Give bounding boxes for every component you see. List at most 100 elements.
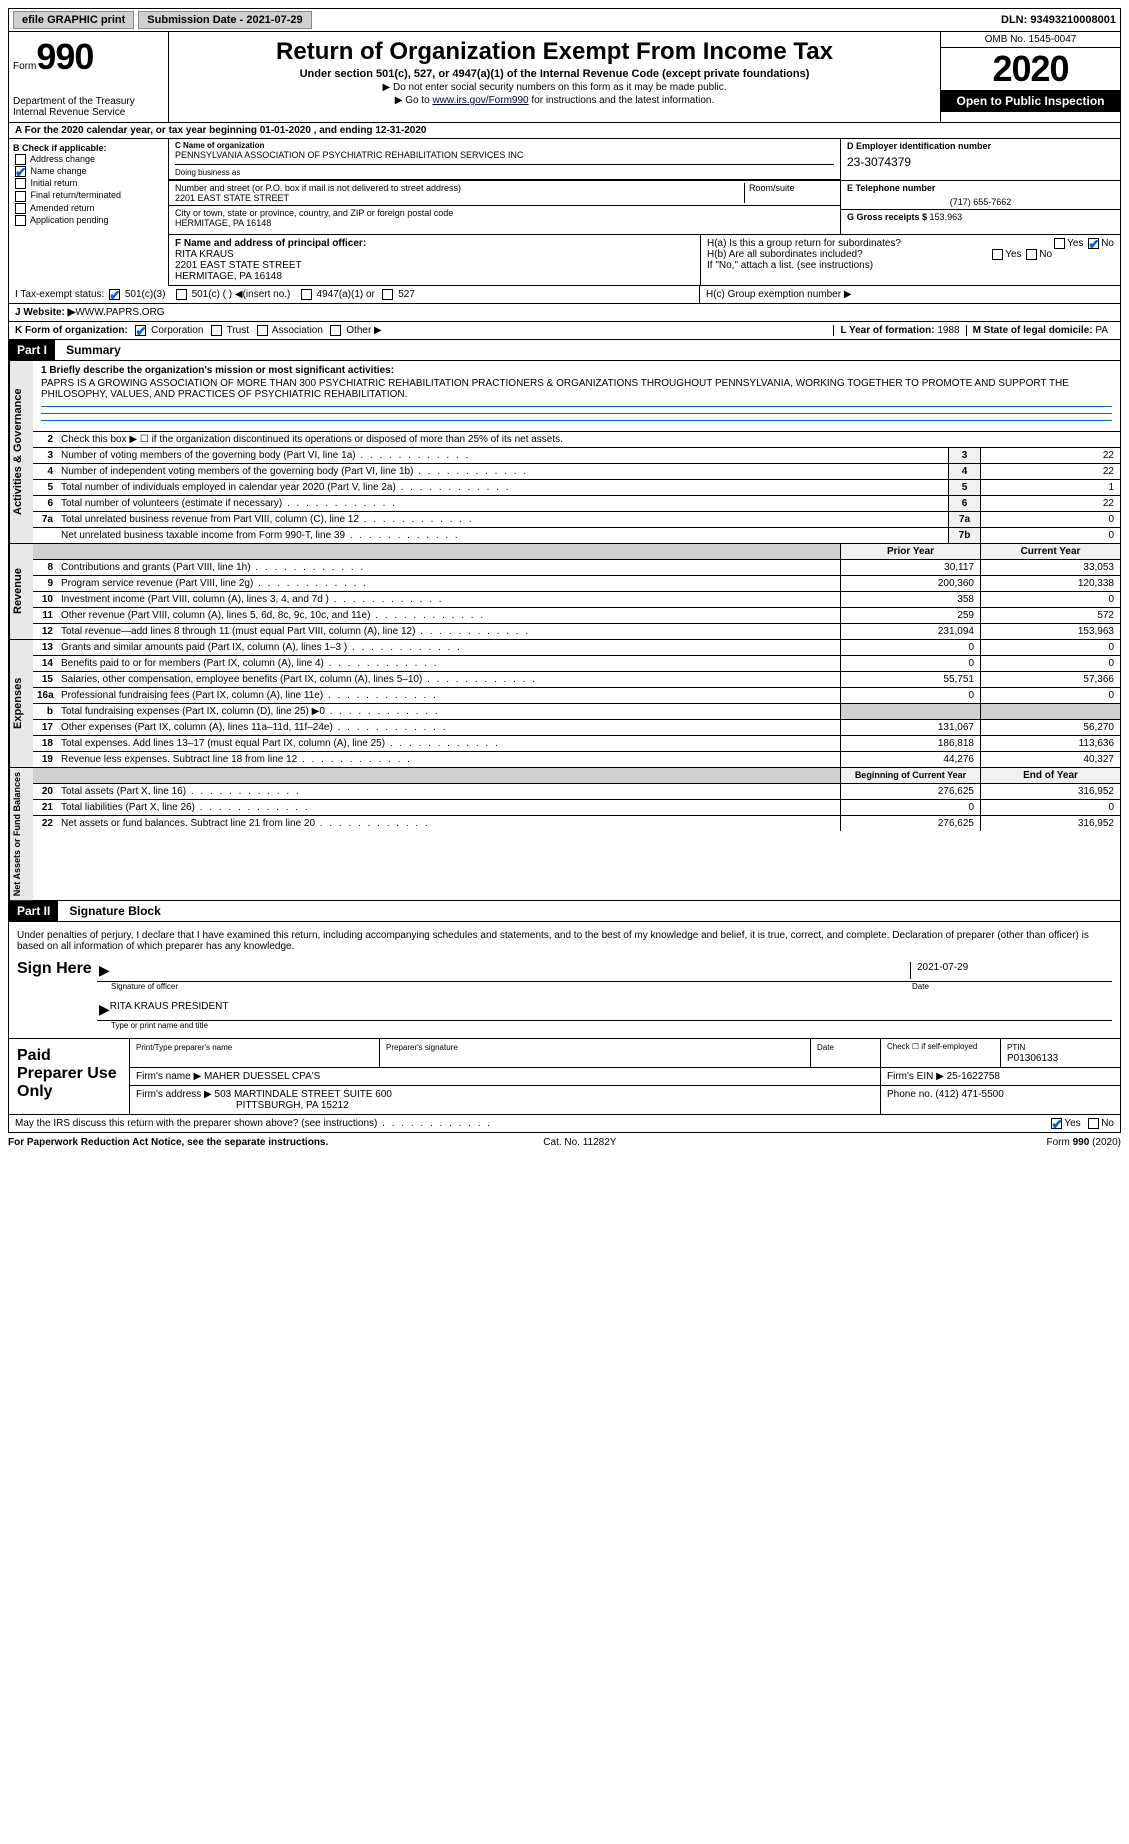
checkbox-option[interactable]: Application pending [13,215,164,226]
hb-no-checkbox[interactable] [1026,249,1037,260]
current-value: 56,270 [980,720,1120,735]
city-label: City or town, state or province, country… [175,208,834,218]
current-value: 572 [980,608,1120,623]
officer-name: RITA KRAUS [175,249,234,260]
prior-value: 259 [840,608,980,623]
prior-value: 30,117 [840,560,980,575]
ein: 23-3074379 [847,155,1114,169]
current-value: 57,366 [980,672,1120,687]
checkbox-option[interactable]: Final return/terminated [13,190,164,201]
line-text: Investment income (Part VIII, column (A)… [57,592,840,607]
prior-value: 0 [840,656,980,671]
current-value: 40,327 [980,752,1120,767]
arrow-icon: ▶ [99,962,110,979]
ha-yes-checkbox[interactable] [1054,238,1065,249]
501c3-checkbox[interactable] [109,289,120,300]
firm-addr2: PITTSBURGH, PA 15212 [136,1100,349,1111]
section-d-label: D Employer identification number [847,141,991,151]
line-value: 22 [980,464,1120,479]
501c-checkbox[interactable] [176,289,187,300]
irs-link[interactable]: www.irs.gov/Form990 [432,95,528,106]
discuss-no-checkbox[interactable] [1088,1118,1099,1129]
checkbox-option[interactable]: Address change [13,154,164,165]
telephone: (717) 655-7662 [847,197,1114,207]
line-text: Net assets or fund balances. Subtract li… [57,816,840,831]
assoc-checkbox[interactable] [257,325,268,336]
prior-value: 231,094 [840,624,980,639]
prior-value: 55,751 [840,672,980,687]
current-value: 120,338 [980,576,1120,591]
identity-section: B Check if applicable: Address change Na… [8,139,1121,286]
form-number: 990 [36,36,93,77]
hb-yes-checkbox[interactable] [992,249,1003,260]
4947-checkbox[interactable] [301,289,312,300]
addr-label: Number and street (or P.O. box if mail i… [175,183,744,193]
line-text: Grants and similar amounts paid (Part IX… [57,640,840,655]
ptin: P01306133 [1007,1053,1058,1064]
paid-preparer-label: Paid Preparer Use Only [9,1039,129,1114]
ha-no-checkbox[interactable] [1088,238,1099,249]
form-label: Form [13,61,36,72]
firm-name: MAHER DUESSEL CPA'S [204,1071,320,1082]
dln: DLN: 93493210008001 [1001,14,1116,26]
corp-checkbox[interactable] [135,325,146,336]
hb-note: If "No," attach a list. (see instruction… [707,260,1114,271]
checkbox-option[interactable]: Initial return [13,178,164,189]
line-text: Total number of volunteers (estimate if … [57,496,948,511]
prior-value: 0 [840,800,980,815]
line-text: Total fundraising expenses (Part IX, col… [57,704,840,719]
prior-value: 0 [840,640,980,655]
gross-receipts: 153,963 [930,212,963,222]
form-footer: Form 990 (2020) [1047,1137,1121,1148]
line-text: Total number of individuals employed in … [57,480,948,495]
current-value: 33,053 [980,560,1120,575]
line-text: Professional fundraising fees (Part IX, … [57,688,840,703]
firm-phone: (412) 471-5500 [935,1089,1003,1100]
city-state-zip: HERMITAGE, PA 16148 [175,218,834,228]
part1-header: Part I [9,340,55,360]
current-value: 113,636 [980,736,1120,751]
current-value [980,704,1120,719]
line-text: Number of independent voting members of … [57,464,948,479]
omb-number: OMB No. 1545-0047 [941,32,1120,48]
discuss-yes-checkbox[interactable] [1051,1118,1062,1129]
submission-label: Submission Date - [147,14,246,26]
checkbox-option[interactable]: Name change [13,166,164,177]
tax-year: 2020 [941,48,1120,90]
form-title: Return of Organization Exempt From Incom… [175,38,934,66]
efile-button[interactable]: efile GRAPHIC print [13,11,134,29]
line-text: Total assets (Part X, line 16) [57,784,840,799]
line-text: Number of voting members of the governin… [57,448,948,463]
prior-year-header: Prior Year [840,544,980,560]
penalty-text: Under penalties of perjury, I declare th… [17,930,1112,952]
section-e-label: E Telephone number [847,183,935,193]
trust-checkbox[interactable] [211,325,222,336]
prior-value: 358 [840,592,980,607]
firm-ein: 25-1622758 [947,1071,1000,1082]
cat-no: Cat. No. 11282Y [543,1137,616,1148]
527-checkbox[interactable] [382,289,393,300]
part1-title: Summary [58,343,121,357]
prior-value: 131,067 [840,720,980,735]
end-year-header: End of Year [980,768,1120,784]
part2-title: Signature Block [61,904,160,918]
line-text: Salaries, other compensation, employee b… [57,672,840,687]
other-checkbox[interactable] [330,325,341,336]
side-governance: Activities & Governance [9,361,33,543]
row-k-label: K Form of organization: [15,325,128,336]
goto-note: ▶ Go to www.irs.gov/Form990 for instruct… [175,95,934,106]
current-value: 0 [980,592,1120,607]
side-revenue: Revenue [9,544,33,639]
line-text: Benefits paid to or for members (Part IX… [57,656,840,671]
form-header: Form990 Department of the Treasury Inter… [8,32,1121,123]
line-text: Other revenue (Part VIII, column (A), li… [57,608,840,623]
form-subtitle: Under section 501(c), 527, or 4947(a)(1)… [175,68,934,80]
submission-date-button[interactable]: Submission Date - 2021-07-29 [138,11,311,29]
line-text: Total liabilities (Part X, line 26) [57,800,840,815]
checkbox-option[interactable]: Amended return [13,203,164,214]
line-text: Contributions and grants (Part VIII, lin… [57,560,840,575]
h-b-label: H(b) Are all subordinates included? [707,249,863,260]
prior-value: 44,276 [840,752,980,767]
open-to-public: Open to Public Inspection [941,90,1120,112]
section-f-label: F Name and address of principal officer: [175,238,366,249]
